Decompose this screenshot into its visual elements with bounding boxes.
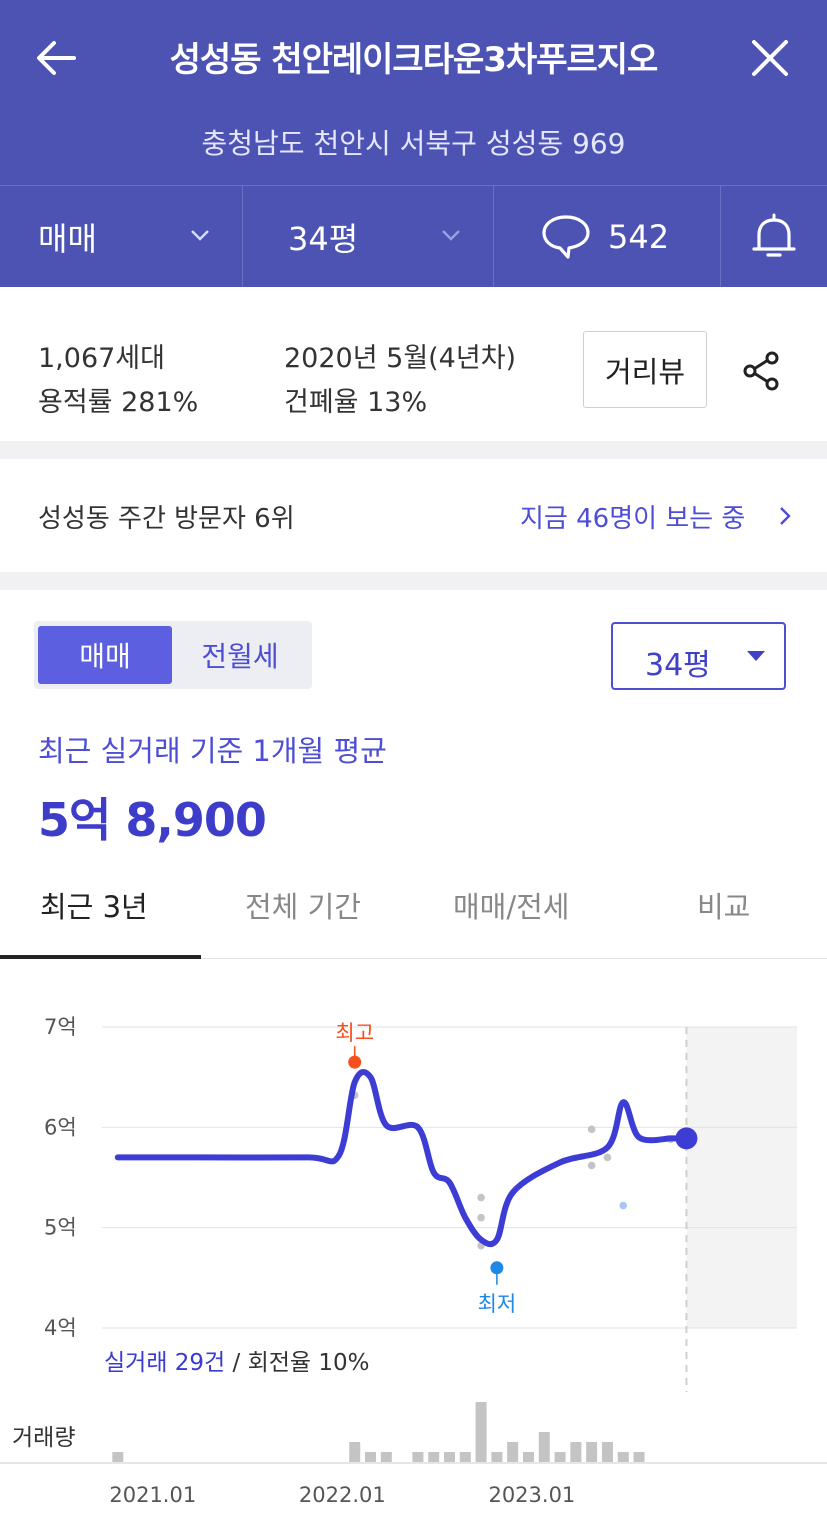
bell-icon: [752, 213, 796, 257]
built-year-text: 2020년 5월(4년차): [284, 343, 517, 374]
size-label: 34평: [288, 219, 359, 258]
share-icon[interactable]: [740, 349, 784, 393]
price-line: [114, 1069, 690, 1248]
size-dropdown[interactable]: 34평: [243, 186, 493, 287]
x-tick-label: 2022.01: [299, 1483, 386, 1507]
annotation-label: 최저: [478, 1292, 517, 1316]
volume-bar: [633, 1452, 645, 1462]
comments-button[interactable]: 542: [494, 186, 720, 287]
coverage-ratio-text: 건폐율 13%: [284, 387, 428, 418]
chevron-down-icon: [442, 230, 460, 241]
trade-type-label: 매매: [38, 219, 97, 258]
households-text: 1,067세대: [38, 343, 165, 374]
header-filter-bar: 매매 34평 542: [0, 185, 827, 287]
annotation-label: 최고: [335, 1021, 374, 1045]
volume-label: 거래량: [12, 1425, 76, 1451]
size-select-value: 34평: [645, 648, 711, 683]
floor-area-ratio-text: 용적률 281%: [38, 387, 199, 418]
volume-bar: [444, 1452, 455, 1462]
speech-bubble-icon: [542, 214, 590, 259]
tab-sale-jeonse[interactable]: 매매/전세: [453, 890, 570, 924]
transaction-dot: [619, 1201, 628, 1210]
transaction-dot: [587, 1125, 596, 1134]
street-view-button[interactable]: 거리뷰: [583, 331, 707, 408]
tab-compare[interactable]: 비교: [697, 890, 751, 924]
divider: [493, 186, 494, 287]
size-select[interactable]: 34평: [611, 622, 786, 690]
volume-bar: [586, 1442, 598, 1462]
visitor-rank-text: 성성동 주간 방문자 6위: [38, 504, 295, 534]
section-gap: [0, 572, 827, 590]
address-text: 충청남도 천안시 서북구 성성동 969: [201, 127, 626, 160]
volume-bar: [112, 1452, 124, 1462]
volume-bar: [459, 1452, 471, 1462]
volume-bar: [601, 1442, 613, 1462]
tab-all-period[interactable]: 전체 기간: [245, 890, 361, 924]
forecast-shade: [686, 1027, 797, 1328]
chevron-down-icon: [191, 230, 209, 241]
volume-bar: [554, 1452, 566, 1462]
transaction-dot: [477, 1213, 485, 1222]
volume-bar: [380, 1452, 392, 1462]
arrow-left-icon[interactable]: [28, 30, 84, 86]
x-tick-label: 2023.01: [488, 1483, 575, 1507]
chevron-right-icon[interactable]: [775, 504, 795, 528]
segment-rent[interactable]: 전월세: [201, 640, 279, 673]
volume-bar: [570, 1442, 582, 1462]
current-price-marker: [675, 1127, 698, 1150]
tab-active-indicator: [0, 955, 201, 959]
volume-bar: [412, 1452, 424, 1462]
comment-count: 542: [608, 217, 670, 256]
divider: [242, 186, 243, 287]
transaction-dot: [587, 1161, 596, 1170]
volume-bar: [522, 1452, 534, 1462]
avg-price-value: 5억 8,900: [38, 793, 267, 847]
volume-bar: [507, 1442, 519, 1462]
volume-bar: [349, 1442, 361, 1462]
x-tick-label: 2021.01: [109, 1483, 196, 1507]
volume-bar: [365, 1452, 377, 1462]
transaction-dot: [477, 1193, 485, 1202]
volume-bar: [617, 1452, 629, 1462]
y-tick-label: 7억: [44, 1015, 77, 1039]
tab-baseline: [0, 958, 827, 959]
transaction-count: 실거래 29건: [104, 1350, 226, 1376]
divider: [720, 186, 721, 287]
volume-bar: [428, 1452, 440, 1462]
app-header: 성성동 천안레이크타운3차푸르지오 충청남도 천안시 서북구 성성동 969 매…: [0, 0, 827, 287]
transaction-dot: [603, 1153, 612, 1162]
section-gap: [0, 441, 827, 459]
viewing-now-link[interactable]: 지금 46명이 보는 중: [520, 504, 746, 534]
volume-bar: [538, 1432, 550, 1462]
volume-bar: [491, 1452, 503, 1462]
stats-separator: /: [225, 1350, 248, 1376]
tab-recent-3y[interactable]: 최근 3년: [40, 890, 148, 924]
y-tick-label: 6억: [44, 1115, 77, 1139]
trade-type-dropdown[interactable]: 매매: [0, 186, 242, 287]
y-tick-label: 4억: [44, 1316, 77, 1340]
caret-down-icon: [747, 651, 765, 661]
page-title: 성성동 천안레이크타운3차푸르지오: [169, 40, 659, 80]
y-tick-label: 5억: [44, 1216, 77, 1240]
avg-price-label: 최근 실거래 기준 1개월 평균: [38, 734, 387, 768]
alarm-button[interactable]: [721, 186, 827, 287]
close-icon[interactable]: [742, 30, 798, 86]
turnover-rate: 회전율 10%: [247, 1350, 370, 1376]
volume-bar: [475, 1402, 487, 1462]
segment-sale[interactable]: 매매: [38, 626, 172, 684]
stats-text: 실거래 29건 / 회전율 10%: [104, 1343, 370, 1377]
